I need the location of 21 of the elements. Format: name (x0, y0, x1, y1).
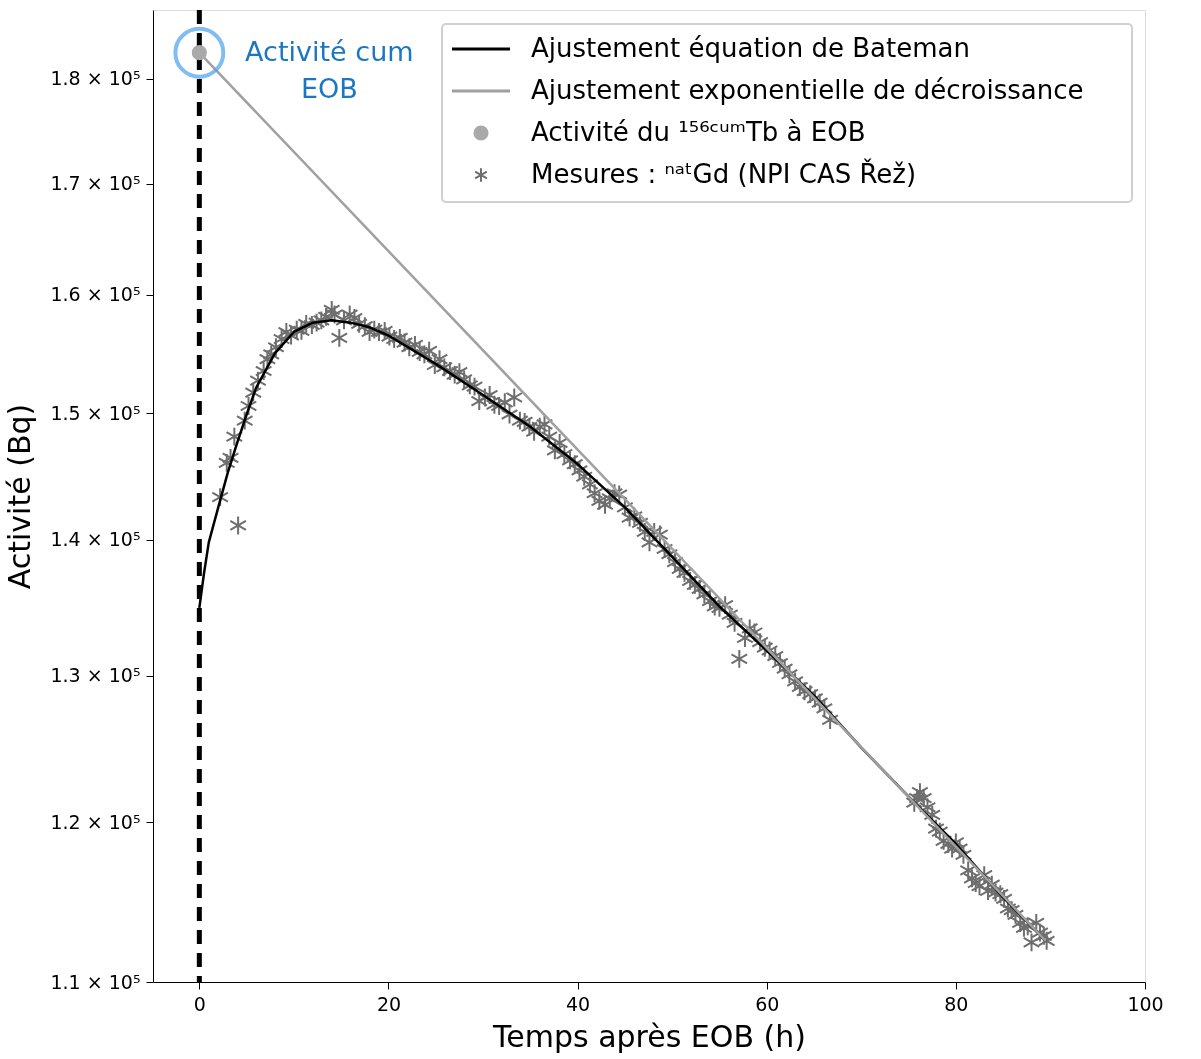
x-axis-title: Temps après EOB (h) (492, 1018, 806, 1054)
x-tick-label: 40 (566, 992, 591, 1015)
y-tick-label: 1.6 × 10⁵ (50, 283, 141, 306)
x-tick-label: 100 (1127, 992, 1164, 1015)
legend-label: Ajustement équation de Bateman (531, 33, 970, 63)
legend-label: Ajustement exponentielle de décroissance (531, 75, 1084, 105)
x-tick-label: 20 (376, 992, 402, 1015)
x-tick-label: 0 (193, 992, 206, 1015)
x-tick-label: 80 (944, 992, 969, 1015)
legend-label: Activité du ¹⁵⁶ᶜᵘᵐTb à EOB (531, 117, 866, 147)
y-tick-label: 1.7 × 10⁵ (50, 172, 141, 195)
annotation: Activité cum EOB (245, 35, 414, 104)
y-axis-title: Activité (Bq) (2, 403, 38, 590)
y-tick-label: 1.3 × 10⁵ (50, 664, 141, 687)
x-tick-label: 60 (755, 992, 780, 1015)
y-tick-label: 1.1 × 10⁵ (50, 970, 141, 993)
y-tick-label: 1.5 × 10⁵ (50, 401, 141, 424)
legend-label: Mesures : ⁿᵃᵗGd (NPI CAS Řež) (531, 158, 917, 189)
y-tick-label: 1.2 × 10⁵ (50, 810, 141, 833)
y-tick-label: 1.4 × 10⁵ (50, 528, 141, 551)
y-tick-label: 1.8 × 10⁵ (50, 67, 141, 90)
